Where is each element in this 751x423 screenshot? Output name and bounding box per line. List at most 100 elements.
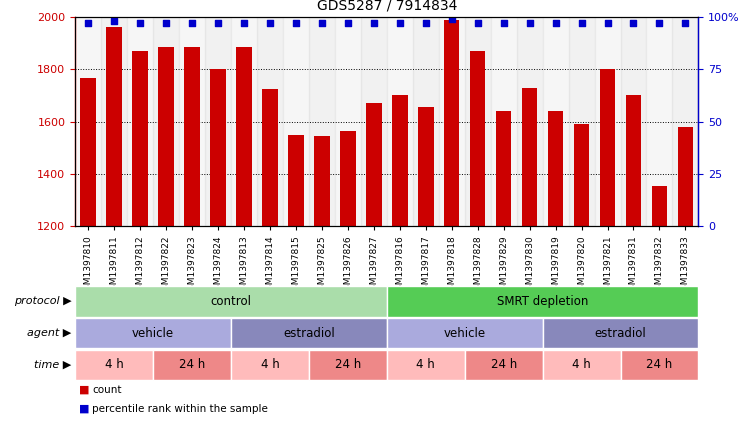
Bar [439,17,465,226]
Text: 4 h: 4 h [572,358,591,371]
Bar [340,131,356,226]
Bar [620,17,647,226]
Text: time ▶: time ▶ [34,360,71,370]
Bar [387,17,413,226]
Text: 4 h: 4 h [416,358,435,371]
Bar [647,17,672,226]
Point [420,20,432,27]
Bar [262,89,278,226]
Point [134,20,146,27]
Bar [205,17,231,226]
Bar [542,349,620,380]
Text: ■: ■ [79,404,89,414]
Text: agent ▶: agent ▶ [27,328,71,338]
Bar [465,349,543,380]
Point [316,20,328,27]
Bar [677,127,693,226]
Bar [335,17,360,226]
Bar [231,17,257,226]
Text: count: count [92,385,122,395]
Bar [153,17,179,226]
Point [575,20,587,27]
Bar [387,349,465,380]
Bar [309,349,387,380]
Text: 24 h: 24 h [179,358,205,371]
Point [394,20,406,27]
Point [160,20,172,27]
Bar [569,17,595,226]
Point [550,20,562,27]
Point [186,20,198,27]
Bar [75,318,231,349]
Bar [470,51,485,226]
Bar [547,111,563,226]
Bar [75,349,153,380]
Bar [231,318,387,349]
Bar [127,17,153,226]
Bar [517,17,542,226]
Point [290,20,302,27]
Bar [257,17,283,226]
Bar [231,349,309,380]
Bar [179,17,205,226]
Bar [132,51,148,226]
Bar [652,186,668,226]
Point [238,20,250,27]
Bar [542,17,569,226]
Text: 4 h: 4 h [104,358,123,371]
Bar [210,69,226,226]
Bar [288,135,303,226]
Bar [574,124,590,226]
Bar [392,96,408,226]
Bar [158,47,173,226]
Text: estradiol: estradiol [283,327,335,340]
Bar [75,286,387,316]
Point [342,20,354,27]
Text: 4 h: 4 h [261,358,279,371]
Bar [309,17,335,226]
Bar [595,17,620,226]
Text: GDS5287 / 7914834: GDS5287 / 7914834 [317,0,457,13]
Bar [107,27,122,226]
Point [472,20,484,27]
Text: vehicle: vehicle [444,327,486,340]
Text: ■: ■ [79,385,89,395]
Bar [620,349,698,380]
Point [108,18,120,25]
Bar [101,17,127,226]
Bar [80,78,96,226]
Point [445,16,457,22]
Point [653,20,665,27]
Bar [418,107,433,226]
Bar [465,17,490,226]
Text: control: control [210,295,252,308]
Text: 24 h: 24 h [647,358,673,371]
Bar [413,17,439,226]
Bar [75,17,101,226]
Bar [522,88,538,226]
Bar [236,47,252,226]
Bar [153,349,231,380]
Text: estradiol: estradiol [595,327,647,340]
Text: percentile rank within the sample: percentile rank within the sample [92,404,268,414]
Bar [496,111,511,226]
Text: vehicle: vehicle [132,327,174,340]
Text: 24 h: 24 h [335,358,361,371]
Bar [366,103,382,226]
Text: SMRT depletion: SMRT depletion [497,295,588,308]
Bar [600,69,615,226]
Bar [490,17,517,226]
Bar [184,47,200,226]
Bar [626,96,641,226]
Point [498,20,510,27]
Bar [360,17,387,226]
Point [523,20,535,27]
Point [628,20,640,27]
Bar [672,17,698,226]
Bar [387,286,698,316]
Point [82,20,94,27]
Point [264,20,276,27]
Point [212,20,224,27]
Bar [542,318,698,349]
Point [602,20,614,27]
